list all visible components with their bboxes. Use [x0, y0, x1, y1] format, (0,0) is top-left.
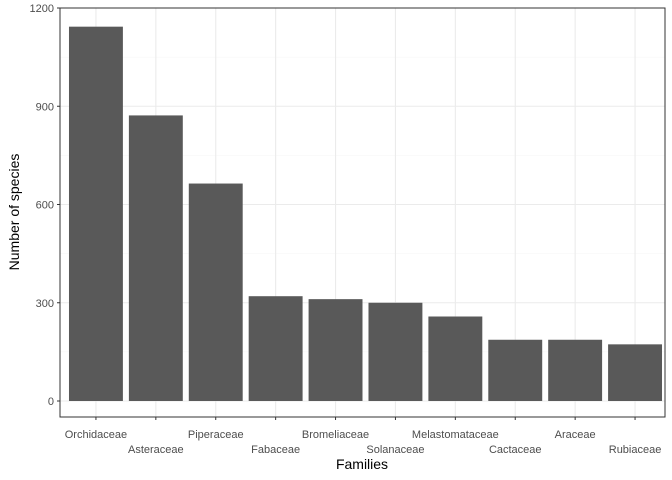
bar-orchidaceae: [68, 26, 123, 401]
y-axis-title: Number of species: [6, 154, 22, 271]
panel-border: [59, 7, 666, 418]
x-tick-label: Melastomataceae: [412, 429, 499, 441]
x-tick-label: Fabaceae: [251, 444, 300, 456]
bar-fabaceae: [248, 296, 303, 401]
x-tick-label: Piperaceae: [188, 429, 244, 441]
x-tick-label: Solanaceae: [366, 444, 424, 456]
bar-asteraceae: [128, 115, 183, 402]
x-tick-label: Asteraceae: [128, 444, 184, 456]
y-tick-label: 300: [36, 298, 54, 310]
y-tick-label: 900: [36, 101, 54, 113]
bar-melastomataceae: [428, 316, 483, 401]
y-tick-label: 0: [48, 396, 54, 408]
bar-bromeliaceae: [308, 299, 363, 401]
bar-rubiaceae: [608, 344, 663, 401]
y-tick-label: 1200: [30, 3, 54, 15]
x-tick-label: Bromeliaceae: [302, 429, 369, 441]
x-tick-label: Araceae: [555, 429, 596, 441]
bar-solanaceae: [368, 302, 423, 401]
x-tick-label: Cactaceae: [489, 444, 542, 456]
bar-piperaceae: [188, 183, 243, 401]
bar-araceae: [548, 339, 603, 401]
y-tick-label: 600: [36, 200, 54, 212]
bar-cactaceae: [488, 339, 543, 401]
x-tick-label: Rubiaceae: [609, 444, 662, 456]
x-tick-label: Orchidaceae: [65, 429, 127, 441]
bars: [68, 26, 663, 402]
y-axis: 0 300 600 900 1200: [30, 3, 60, 408]
x-axis-title: Families: [336, 456, 388, 472]
